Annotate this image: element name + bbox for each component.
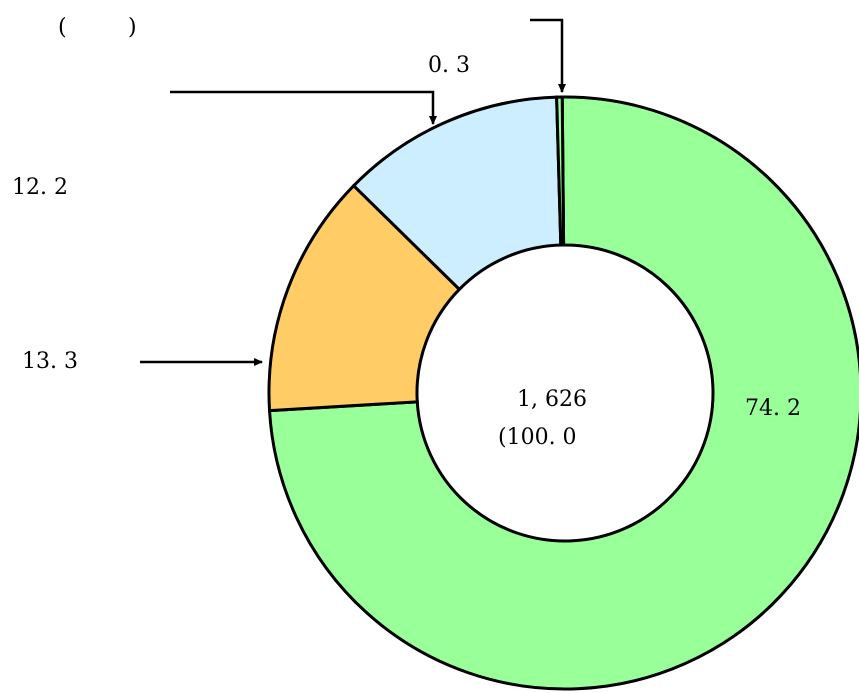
center-percent-label: (100. 0 bbox=[498, 425, 577, 450]
donut-slice-3 bbox=[555, 95, 566, 247]
slice-value-label-2: 12. 2 bbox=[12, 175, 68, 200]
header-close-paren: ) bbox=[128, 15, 137, 40]
leader-arrow-0-3 bbox=[530, 18, 566, 93]
donut-slice-0 bbox=[267, 95, 859, 691]
slice-value-label-3: 0. 3 bbox=[428, 53, 470, 78]
leader-arrow-12-2 bbox=[170, 90, 437, 125]
donut-slice-1 bbox=[267, 183, 462, 413]
header-open-paren: ( bbox=[58, 15, 67, 40]
donut-slices bbox=[267, 95, 859, 691]
center-total-label: 1, 626 bbox=[517, 387, 587, 412]
slice-value-label-0: 74. 2 bbox=[745, 396, 801, 421]
slice-value-label-1: 13. 3 bbox=[22, 349, 78, 374]
